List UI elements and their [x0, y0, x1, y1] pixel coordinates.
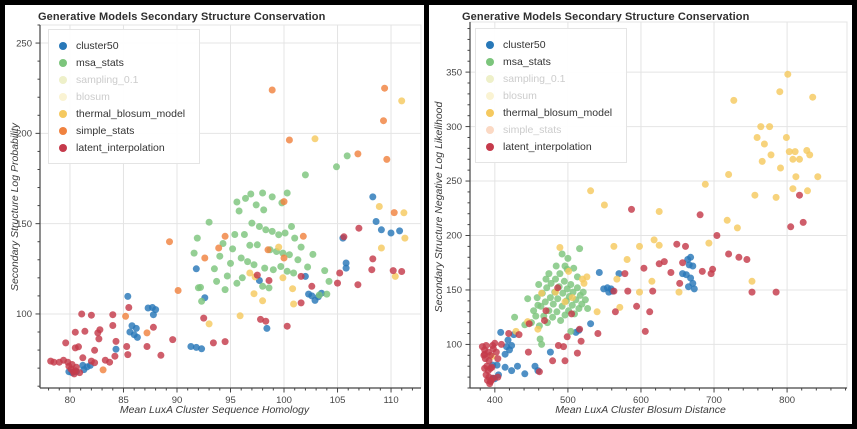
legend-dot-blosum [486, 91, 494, 100]
y-tick-labels: 100 150 200 250 [16, 38, 32, 320]
legend-dot-thermal_blosum_model [486, 108, 494, 117]
svg-text:800: 800 [779, 395, 795, 406]
legend-dot-blosum [59, 92, 67, 101]
right-x-axis-label: Mean LuxA Cluster Blosum Distance [555, 404, 726, 416]
svg-text:100: 100 [16, 309, 32, 320]
svg-text:250: 250 [446, 176, 462, 187]
axis-ticks [465, 28, 847, 393]
legend-item-cluster50[interactable]: cluster50 [486, 36, 612, 53]
svg-text:110: 110 [383, 395, 398, 406]
series-latent_interpolation [478, 191, 807, 388]
legend-label: cluster50 [76, 39, 119, 52]
svg-text:100: 100 [446, 340, 462, 351]
legend-item-thermal_blosum_model[interactable]: thermal_blosum_model [59, 105, 185, 122]
svg-text:80: 80 [65, 395, 76, 406]
legend-label: sampling_0.1 [503, 72, 566, 85]
legend-label: msa_stats [503, 55, 551, 68]
svg-text:200: 200 [16, 129, 32, 140]
series-cluster50 [489, 253, 698, 383]
legend-dot-simple_stats [59, 126, 67, 135]
svg-text:500: 500 [560, 395, 576, 406]
legend-item-msa_stats[interactable]: msa_stats [59, 54, 185, 71]
legend-label: latent_interpolation [76, 141, 165, 154]
legend-item-sampling_0.1[interactable]: sampling_0.1 [59, 71, 185, 88]
legend-label: thermal_blosum_model [503, 106, 613, 119]
series-msa_stats [190, 152, 351, 305]
svg-text:200: 200 [446, 231, 462, 242]
svg-text:300: 300 [446, 122, 462, 133]
x-tick-labels: 400 500 600 700 800 [487, 395, 795, 406]
legend-dot-cluster50 [486, 40, 494, 49]
series-thermal_blosum_model [488, 70, 822, 360]
axis-ticks [35, 24, 413, 393]
legend-label: blosum [76, 90, 110, 103]
legend-item-thermal_blosum_model[interactable]: thermal_blosum_model [486, 104, 612, 121]
svg-text:85: 85 [118, 395, 129, 406]
legend-item-blosum[interactable]: blosum [59, 88, 185, 105]
series-cluster50 [65, 193, 404, 377]
legend-dot-thermal_blosum_model [59, 109, 67, 118]
left-y-axis-label: Secondary Structure Log Probability [9, 122, 21, 292]
legend-item-latent_interpolation[interactable]: latent_interpolation [486, 138, 612, 155]
legend-item-simple_stats[interactable]: simple_stats [486, 121, 612, 138]
y-tick-labels: 100 150 200 250 300 350 [446, 67, 462, 350]
legend-dot-msa_stats [59, 58, 67, 67]
legend-dot-cluster50 [59, 41, 67, 50]
legend-label: cluster50 [503, 38, 546, 51]
right-chart-title: Generative Models Secondary Structure Co… [462, 11, 750, 23]
legend-dot-latent_interpolation [59, 143, 67, 152]
svg-text:400: 400 [487, 395, 503, 406]
legend-dot-latent_interpolation [486, 142, 494, 151]
legend-item-cluster50[interactable]: cluster50 [59, 37, 185, 54]
svg-text:95: 95 [225, 395, 236, 406]
legend-label: thermal_blosum_model [76, 107, 186, 120]
left-chart-panel: Generative Models Secondary Structure Co… [5, 5, 424, 424]
legend-item-msa_stats[interactable]: msa_stats [486, 53, 612, 70]
svg-text:150: 150 [446, 285, 462, 296]
right-scatter-plot: 400 500 600 700 800 100 150 200 250 300 350 [446, 21, 848, 406]
svg-text:350: 350 [446, 67, 462, 78]
legend-label: msa_stats [76, 56, 124, 69]
series-latent_interpolation [47, 224, 406, 378]
left-chart-title: Generative Models Secondary Structure Co… [38, 11, 326, 23]
gridlines [40, 25, 421, 388]
legend-label: latent_interpolation [503, 140, 592, 153]
x-tick-labels: 80 85 90 95 100 105 110 [65, 395, 399, 406]
left-scatter-plot: 80 85 90 95 100 105 110 100 150 200 250 [16, 24, 422, 406]
legend-dot-simple_stats [486, 125, 494, 134]
legend-dot-sampling_0.1 [486, 74, 494, 83]
series-simple_stats [99, 84, 398, 374]
legend-label: simple_stats [76, 124, 135, 137]
svg-text:150: 150 [16, 219, 32, 230]
legend-label: sampling_0.1 [76, 73, 139, 86]
svg-text:100: 100 [276, 395, 292, 406]
legend-dot-sampling_0.1 [59, 75, 67, 84]
left-x-axis-label: Mean LuxA Cluster Sequence Homology [119, 404, 310, 416]
svg-text:700: 700 [706, 395, 722, 406]
legend-item-latent_interpolation[interactable]: latent_interpolation [59, 139, 185, 156]
legend-item-sampling_0.1[interactable]: sampling_0.1 [486, 70, 612, 87]
right-chart-panel: Generative Models Secondary Structure Co… [429, 5, 852, 424]
legend-item-blosum[interactable]: blosum [486, 87, 612, 104]
svg-text:600: 600 [633, 395, 649, 406]
legend-item-simple_stats[interactable]: simple_stats [59, 122, 185, 139]
legend-label: simple_stats [503, 123, 562, 136]
svg-text:250: 250 [16, 38, 32, 49]
legend-dot-msa_stats [486, 57, 494, 66]
right-y-axis-label: Secondary Structure Negative Log Likelih… [433, 101, 445, 313]
svg-text:105: 105 [330, 395, 346, 406]
svg-text:90: 90 [172, 395, 183, 406]
legend-label: blosum [503, 89, 537, 102]
